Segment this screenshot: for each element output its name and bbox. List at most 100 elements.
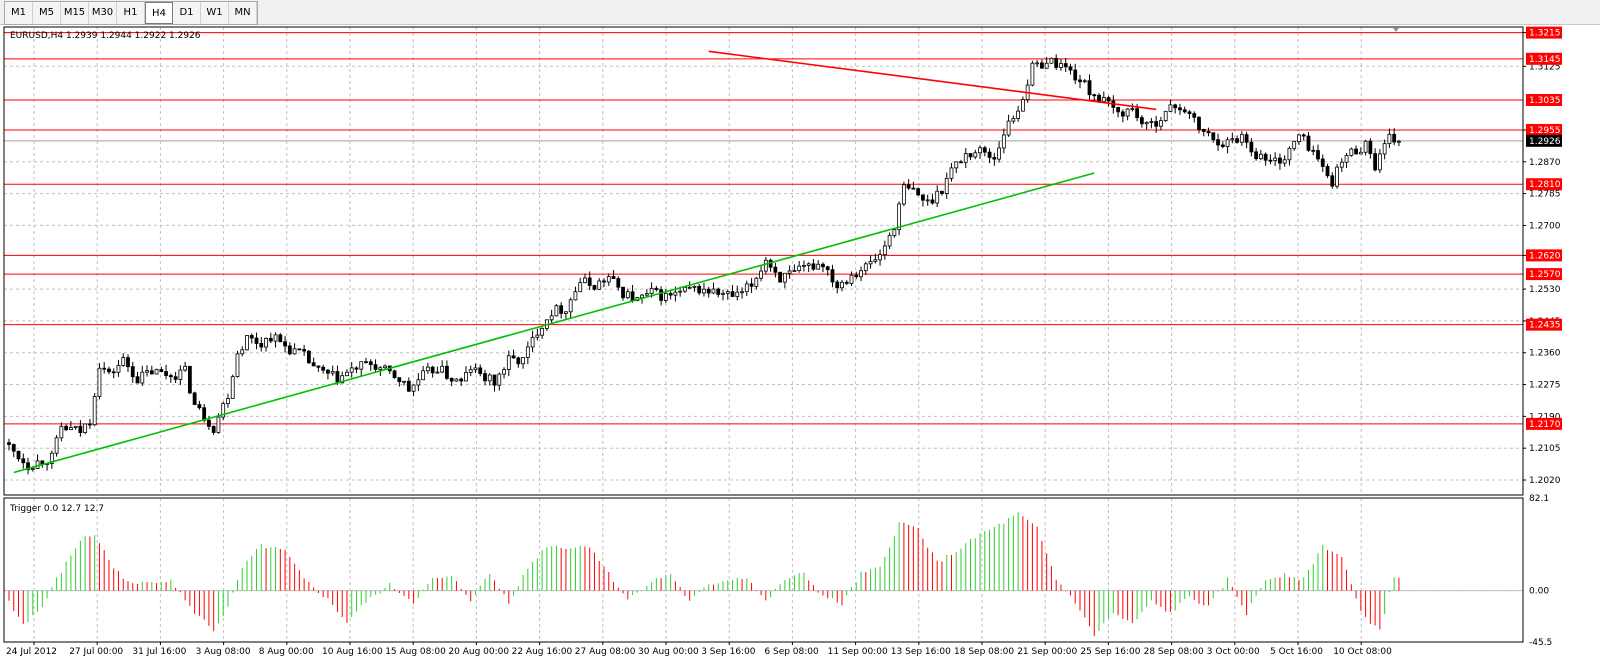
candle-bear [706, 288, 711, 294]
candle-bull [740, 291, 744, 294]
candle-bull [425, 366, 430, 372]
candle-bear [373, 364, 378, 370]
candle-bull [506, 355, 511, 370]
main-legend: EURUSD,H4 1.2939 1.2944 1.2922 1.2926 [10, 31, 201, 41]
time-tick-label: 25 Sep 16:00 [1080, 647, 1140, 657]
candle-bear [716, 288, 721, 295]
price-tick-label: 1.2105 [1529, 444, 1561, 454]
candle-bear [1139, 117, 1144, 125]
candle-bull [935, 190, 940, 204]
candle-bear [659, 289, 664, 301]
candle-bull [973, 152, 978, 158]
candle-bear [1154, 121, 1159, 127]
candle-bull [997, 147, 1001, 160]
candle-bear [1097, 94, 1101, 102]
candle-bull [1273, 157, 1278, 161]
chart-area[interactable]: 1.3215 1.3125 1.2955 1.2870 1.2785 1.2700 1.26… [0, 24, 1600, 671]
candle-bear [1392, 133, 1397, 143]
oscillator-panel-border [3, 497, 1524, 643]
candle-bear [987, 151, 992, 158]
candle-bear [173, 376, 178, 380]
time-tick-label: 22 Aug 16:00 [512, 647, 573, 657]
candle-bull [1163, 110, 1168, 122]
timeframe-button-m30[interactable]: M30 [89, 2, 117, 24]
timeframe-button-w1[interactable]: W1 [201, 2, 229, 24]
candle-bull [1168, 104, 1173, 112]
candle-bear [811, 263, 816, 270]
timeframe-button-m1[interactable]: M1 [5, 2, 33, 24]
price-tick-label: 1.2785 [1529, 190, 1561, 200]
candle-bull [782, 272, 787, 283]
timeframe-button-group: M1 M5 M15 M30 H1 H4 D1 W1 MN [4, 1, 258, 25]
candle-bear [621, 286, 625, 299]
timeframe-button-m15[interactable]: M15 [61, 2, 89, 24]
timeframe-button-h1[interactable]: H1 [117, 2, 145, 24]
candle-bull [221, 403, 226, 418]
scroll-shift-marker-icon[interactable] [1393, 28, 1399, 32]
price-tick-label: 1.2360 [1529, 349, 1561, 359]
candle-bear [478, 367, 483, 374]
candle-bull [383, 365, 387, 369]
candle-bull [1059, 63, 1063, 68]
candle-bull [1020, 99, 1025, 112]
time-tick-label: 31 Jul 16:00 [132, 647, 186, 657]
timeframe-button-d1[interactable]: D1 [173, 2, 201, 24]
candle-bear [1368, 140, 1373, 155]
candle-bear [1254, 151, 1259, 160]
candle-bear [430, 366, 435, 374]
candle-bull [83, 423, 88, 434]
candle-bear [1206, 131, 1211, 134]
candle-bear [78, 425, 83, 434]
candle-bull [797, 265, 802, 271]
candle-bear [126, 357, 130, 368]
candle-bull [473, 367, 478, 371]
candle-bull [349, 367, 354, 373]
candle-bear [364, 361, 368, 364]
candle-bear [516, 357, 521, 365]
candle-bull [1016, 110, 1021, 119]
time-tick-label: 21 Sep 00:00 [1017, 647, 1077, 657]
candle-bear [297, 348, 302, 351]
candle-bear [1301, 134, 1306, 137]
timeframe-button-mn[interactable]: MN [229, 2, 257, 24]
level-price-label: 1.2620 [1529, 251, 1561, 261]
candle-bear [1211, 132, 1216, 141]
candle-bear [1278, 157, 1282, 164]
timeframe-button-h4[interactable]: H4 [145, 2, 173, 24]
price-axis: 1.3215 1.3125 1.2955 1.2870 1.2785 1.2700 1.26… [1523, 26, 1562, 486]
candle-bear [449, 377, 454, 382]
candle-bull [1258, 153, 1263, 160]
candle-bear [959, 161, 963, 164]
candle-bear [406, 380, 411, 392]
candle-bull [292, 348, 297, 355]
price-tick-label: 1.3125 [1529, 62, 1561, 72]
candle-bull [345, 371, 349, 377]
candle-bear [135, 376, 140, 384]
candle-bear [1187, 111, 1192, 115]
candle-bull [264, 337, 268, 348]
candle-bear [1320, 158, 1325, 167]
candle-bull [1130, 108, 1135, 111]
timeframe-button-m5[interactable]: M5 [33, 2, 61, 24]
candle-bull [901, 184, 906, 205]
level-price-tag [1526, 268, 1562, 281]
candle-bear [940, 190, 944, 194]
candle-bull [978, 147, 982, 154]
candle-bull [525, 346, 530, 358]
candle-bull [868, 260, 873, 265]
candle-bull [435, 371, 440, 374]
candle-bull [245, 335, 249, 351]
candle-bull [1225, 139, 1230, 147]
candle-bear [254, 337, 259, 344]
time-tick-label: 10 Oct 08:00 [1333, 647, 1392, 657]
candle-bear [492, 374, 497, 386]
candle-bear [830, 269, 835, 283]
candle-bull [359, 361, 364, 370]
candle-bear [192, 392, 197, 405]
candle-bear [559, 305, 564, 314]
candle-bull [683, 286, 687, 292]
candle-bear [202, 407, 207, 421]
candle-bull [1049, 57, 1054, 64]
candle-bear [1040, 62, 1044, 69]
candle-bear [1325, 166, 1330, 177]
